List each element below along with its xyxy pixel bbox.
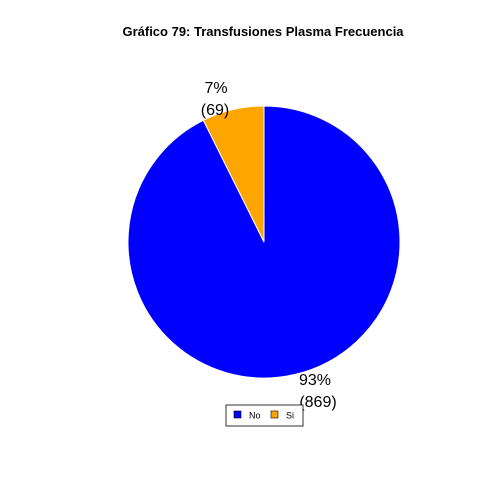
legend-swatch-si [270,410,279,419]
legend-box [225,404,304,427]
legend-label-no: No [249,411,261,421]
pie-labels: 93% (869) 7% (69) [201,80,337,411]
chart-title: Gráfico 79: Transfusiones Plasma Frecuen… [122,24,404,39]
pie-slices [127,105,401,379]
legend: No Si [225,404,304,427]
legend-swatch-no [233,410,242,419]
pie-slice-si [202,105,265,243]
slice-no-count-label: (869) [299,394,336,411]
slice-no-percent-label: 93% [299,372,331,389]
legend-label-si: Si [286,411,294,421]
slice-si-count-label: (69) [201,102,229,119]
slice-si-percent-label: 7% [204,80,227,97]
